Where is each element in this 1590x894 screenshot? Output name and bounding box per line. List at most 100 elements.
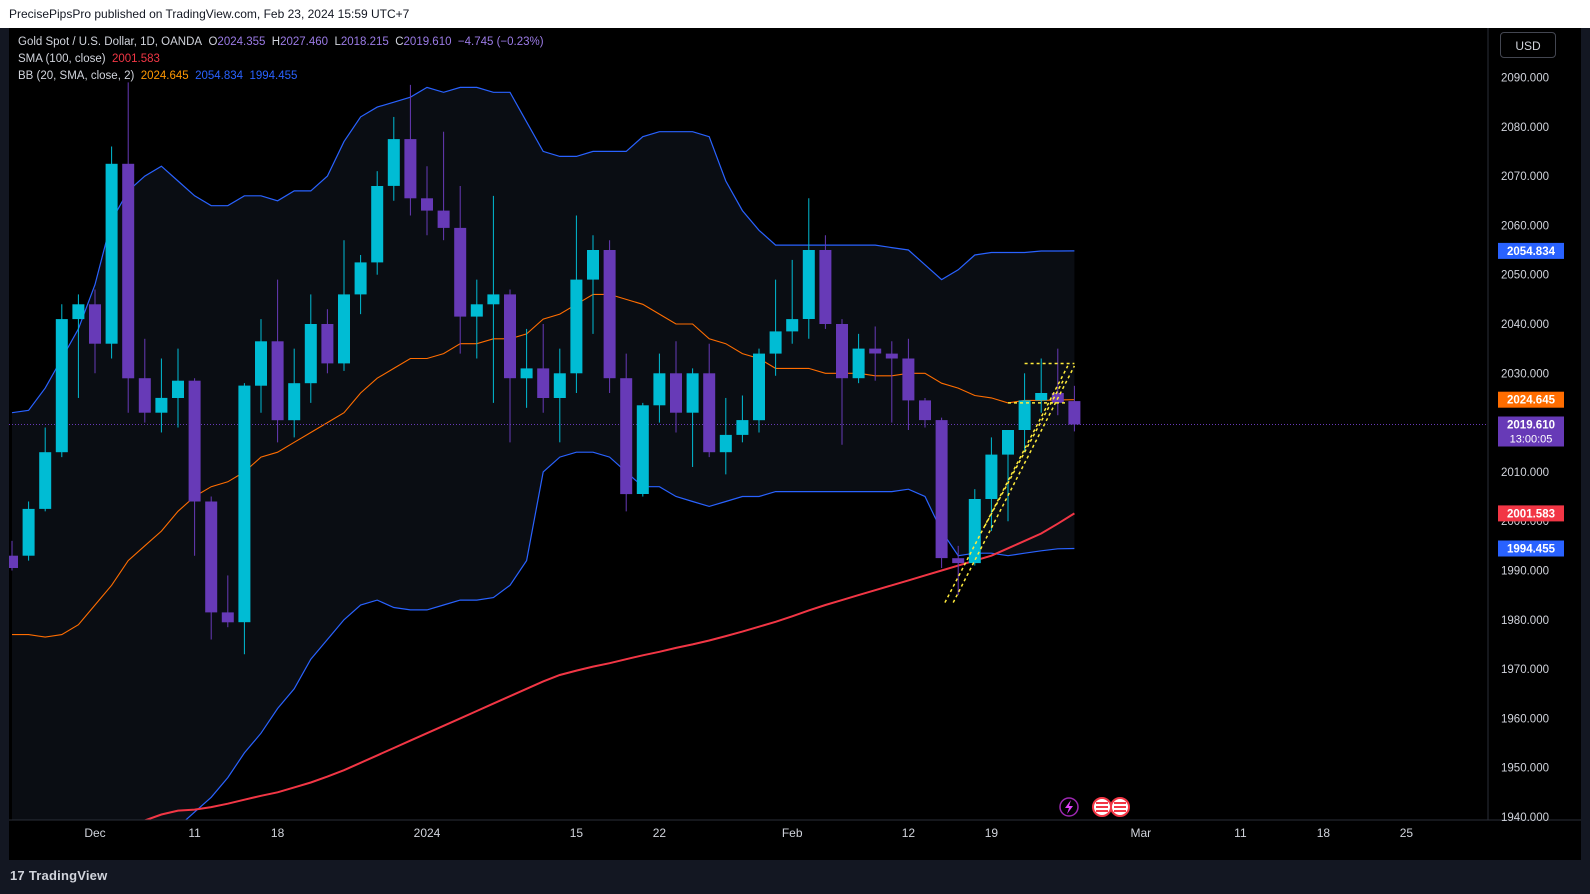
candle-body (205, 501, 218, 613)
price-label-text: 2054.834 (1507, 246, 1556, 258)
x-tick-label: 15 (570, 826, 584, 840)
x-tick-label: 22 (653, 826, 667, 840)
price-chart[interactable]: 1940.000 1950.000 1960.000 1970.000 1980.000… (9, 28, 1581, 860)
candle-body (1068, 401, 1081, 425)
candle-body (454, 227, 467, 317)
candle-body (952, 558, 965, 564)
y-tick-label: 1960.000 (1501, 713, 1549, 725)
x-tick-label: Feb (782, 826, 803, 840)
low-label: L (334, 36, 341, 48)
price-label-box (1498, 242, 1564, 259)
candle-body (221, 612, 234, 623)
x-tick-label: 2024 (414, 826, 441, 840)
y-tick-label: 1970.000 (1501, 664, 1549, 676)
candle-body (371, 186, 384, 263)
open-label: O (208, 36, 218, 48)
candle-body (304, 324, 317, 384)
change-value: −4.745 (−0.23%) (457, 36, 544, 48)
candle-body (935, 420, 948, 559)
candle-body (520, 368, 533, 379)
candle-body (985, 454, 998, 499)
lightning-icon (1059, 797, 1079, 817)
sma-label[interactable]: SMA (100, close) (18, 53, 106, 65)
y-tick-label: 2010.000 (1501, 467, 1549, 479)
candle-body (1002, 430, 1014, 455)
x-tick-label: 12 (902, 826, 916, 840)
flag-stripe (1096, 802, 1108, 804)
candle-body (387, 139, 400, 186)
candle-body (869, 348, 882, 354)
candle-body (155, 397, 168, 413)
y-tick-label: 2050.000 (1501, 270, 1549, 282)
publish-header: PrecisePipsPro published on TradingView.… (0, 0, 1590, 28)
candle-body (802, 250, 815, 319)
y-tick-label: 1990.000 (1501, 566, 1549, 578)
candle-body (553, 373, 566, 398)
flag-stripe (1114, 810, 1126, 812)
symbol-title[interactable]: Gold Spot / U.S. Dollar, 1D, OANDA (18, 36, 203, 48)
price-label-box (1498, 505, 1564, 522)
sma-value: 2001.583 (111, 53, 160, 65)
pattern-drawing (944, 365, 1069, 603)
price-label-text: 2024.645 (1507, 395, 1556, 407)
candle-body (288, 383, 301, 421)
candle-body (636, 405, 649, 494)
candle-body (603, 250, 616, 379)
bb-label[interactable]: BB (20, SMA, close, 2) (18, 70, 135, 82)
flag-stripe (1096, 806, 1108, 808)
candle-body (686, 373, 699, 413)
y-tick-label: 1980.000 (1501, 615, 1549, 627)
candle-body (188, 380, 201, 502)
candle-body (39, 452, 52, 509)
price-label-text: 2001.583 (1507, 508, 1555, 520)
tradingview-logo[interactable]: 17 TradingView (10, 868, 107, 883)
y-tick-label: 1940.000 (1501, 812, 1549, 824)
candle-body (122, 163, 135, 379)
candle-body (968, 499, 981, 564)
candle-body (537, 368, 550, 398)
candle-body (1035, 393, 1048, 401)
candle-body (22, 508, 35, 556)
candle-body (172, 380, 184, 398)
candle-body (437, 210, 450, 228)
candle-body (902, 358, 915, 401)
candle-body (1018, 400, 1031, 430)
y-tick-label: 2090.000 (1501, 73, 1549, 85)
candle-body (836, 324, 848, 379)
low-value: 2018.215 (340, 36, 389, 48)
open-value: 2024.355 (217, 36, 266, 48)
y-tick-label: 2030.000 (1501, 368, 1549, 380)
candle-body (819, 250, 832, 324)
x-tick-label: 11 (188, 826, 201, 840)
candle-body (653, 373, 666, 406)
price-label-box (1498, 416, 1564, 447)
candle-body (271, 341, 284, 421)
candle-body (404, 139, 417, 199)
currency-button[interactable]: USD (1500, 32, 1556, 58)
y-tick-label: 2080.000 (1501, 122, 1549, 134)
price-label-text: 1994.455 (1507, 544, 1556, 556)
footer-bar (0, 860, 1590, 894)
candle-body (72, 304, 85, 320)
publish-text: PrecisePipsPro published on TradingView.… (9, 7, 410, 21)
pattern-drawing (952, 365, 1076, 603)
candle-body (620, 378, 633, 495)
y-tick-label: 2040.000 (1501, 319, 1549, 331)
event-icons (1059, 797, 1130, 817)
high-value: 2027.460 (280, 36, 329, 48)
x-tick-label: 25 (1400, 826, 1414, 840)
chart-legend: Gold Spot / U.S. Dollar, 1D, OANDA O2024… (18, 34, 544, 85)
candle-body (321, 324, 334, 364)
candle-body (570, 279, 583, 374)
high-label: H (271, 36, 281, 48)
x-tick-label: 11 (1234, 826, 1247, 840)
chart-frame[interactable]: 1940.000 1950.000 1960.000 1970.000 1980.000… (9, 28, 1581, 860)
legend-sma-row: SMA (100, close) 2001.583 (18, 51, 544, 68)
lightning-glyph (1065, 800, 1073, 814)
bb-lower-value: 1994.455 (249, 70, 298, 82)
flag-stripe (1096, 810, 1108, 812)
y-tick-label: 1950.000 (1501, 763, 1549, 775)
candle-body (238, 385, 251, 623)
candle-body (470, 304, 483, 317)
flag-stripe (1114, 802, 1126, 804)
